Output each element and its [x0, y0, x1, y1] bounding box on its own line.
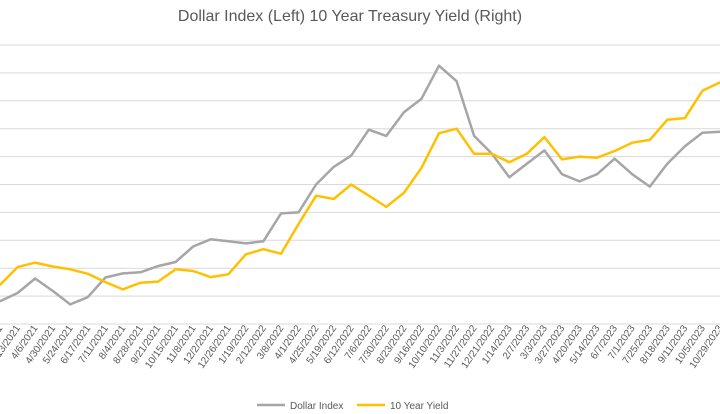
data-point: [508, 161, 511, 163]
data-point: [280, 212, 282, 215]
data-point: [613, 157, 616, 160]
data-point: [87, 273, 89, 275]
data-point: [297, 223, 300, 225]
data-point: [684, 117, 686, 119]
chart-title: Dollar Index (Left) 10 Year Treasury Yie…: [178, 8, 522, 25]
data-point: [368, 194, 370, 197]
data-point: [701, 132, 704, 134]
data-point: [315, 194, 317, 197]
data-point: [403, 111, 405, 113]
data-point: [245, 253, 247, 256]
legend: Dollar Index 10 Year Yield: [257, 401, 448, 412]
data-point: [613, 150, 616, 152]
data-point: [122, 272, 124, 275]
data-point: [473, 135, 475, 137]
data-point: [578, 180, 581, 183]
data-point: [438, 64, 440, 67]
data-point: [666, 119, 669, 121]
series-line-dollar-index: [0, 64, 720, 306]
data-point: [420, 167, 423, 169]
data-point: [649, 139, 651, 141]
data-point: [157, 265, 159, 267]
data-point: [543, 136, 546, 138]
data-point: [245, 242, 247, 245]
data-point: [139, 271, 142, 274]
data-point: [16, 266, 19, 268]
data-point: [666, 163, 669, 165]
data-point: [69, 303, 71, 306]
data-point: [174, 268, 177, 271]
data-point: [139, 281, 142, 284]
data-point: [332, 166, 335, 168]
data-point: [684, 145, 686, 148]
data-point: [51, 290, 54, 292]
data-point: [578, 155, 581, 158]
data-point: [368, 128, 370, 131]
series-line-10-year-yield: [0, 81, 720, 291]
data-point: [262, 240, 265, 243]
data-point: [34, 261, 36, 264]
data-point: [122, 288, 124, 291]
data-point: [332, 198, 335, 200]
data-point: [157, 280, 159, 283]
data-point: [315, 183, 317, 186]
data-point: [192, 245, 194, 248]
data-point: [420, 97, 423, 100]
data-point: [526, 153, 528, 155]
data-point: [104, 276, 107, 279]
data-point: [455, 127, 458, 130]
data-point: [701, 90, 704, 92]
data-point: [16, 292, 19, 294]
data-point: [350, 183, 353, 186]
data-point: [385, 206, 388, 208]
data-point: [192, 270, 194, 272]
data-point: [0, 300, 1, 303]
data-point: [631, 173, 633, 175]
legend-label-10-year-yield: 10 Year Yield: [390, 401, 448, 412]
data-point: [508, 176, 511, 179]
data-point: [403, 192, 405, 194]
gridlines: [0, 44, 720, 325]
data-point: [174, 261, 177, 263]
data-point: [0, 284, 1, 286]
data-point: [526, 163, 528, 165]
data-point: [51, 265, 54, 268]
data-point: [34, 277, 36, 280]
data-point: [561, 173, 563, 175]
data-point: [69, 268, 71, 271]
data-point: [227, 273, 230, 276]
data-point: [631, 141, 633, 144]
data-point: [473, 153, 475, 155]
data-point: [280, 252, 282, 255]
data-point: [490, 153, 493, 155]
legend-label-dollar-index: Dollar Index: [290, 401, 343, 412]
data-point: [561, 158, 563, 161]
data-point: [262, 248, 265, 250]
data-point: [209, 276, 212, 278]
data-point: [87, 296, 89, 298]
data-point: [297, 211, 300, 214]
data-point: [438, 132, 440, 134]
data-point: [227, 240, 230, 243]
series-group: [0, 64, 720, 306]
data-point: [596, 156, 598, 159]
data-point: [543, 149, 546, 152]
x-axis-tick-labels: 2/17/20213/13/20214/6/20214/30/20215/24/…: [0, 323, 720, 371]
data-point: [649, 185, 651, 188]
data-point: [104, 281, 107, 283]
data-point: [455, 80, 458, 82]
data-point: [596, 173, 598, 175]
data-point: [209, 238, 212, 241]
data-point: [385, 135, 388, 137]
data-point: [350, 154, 353, 157]
